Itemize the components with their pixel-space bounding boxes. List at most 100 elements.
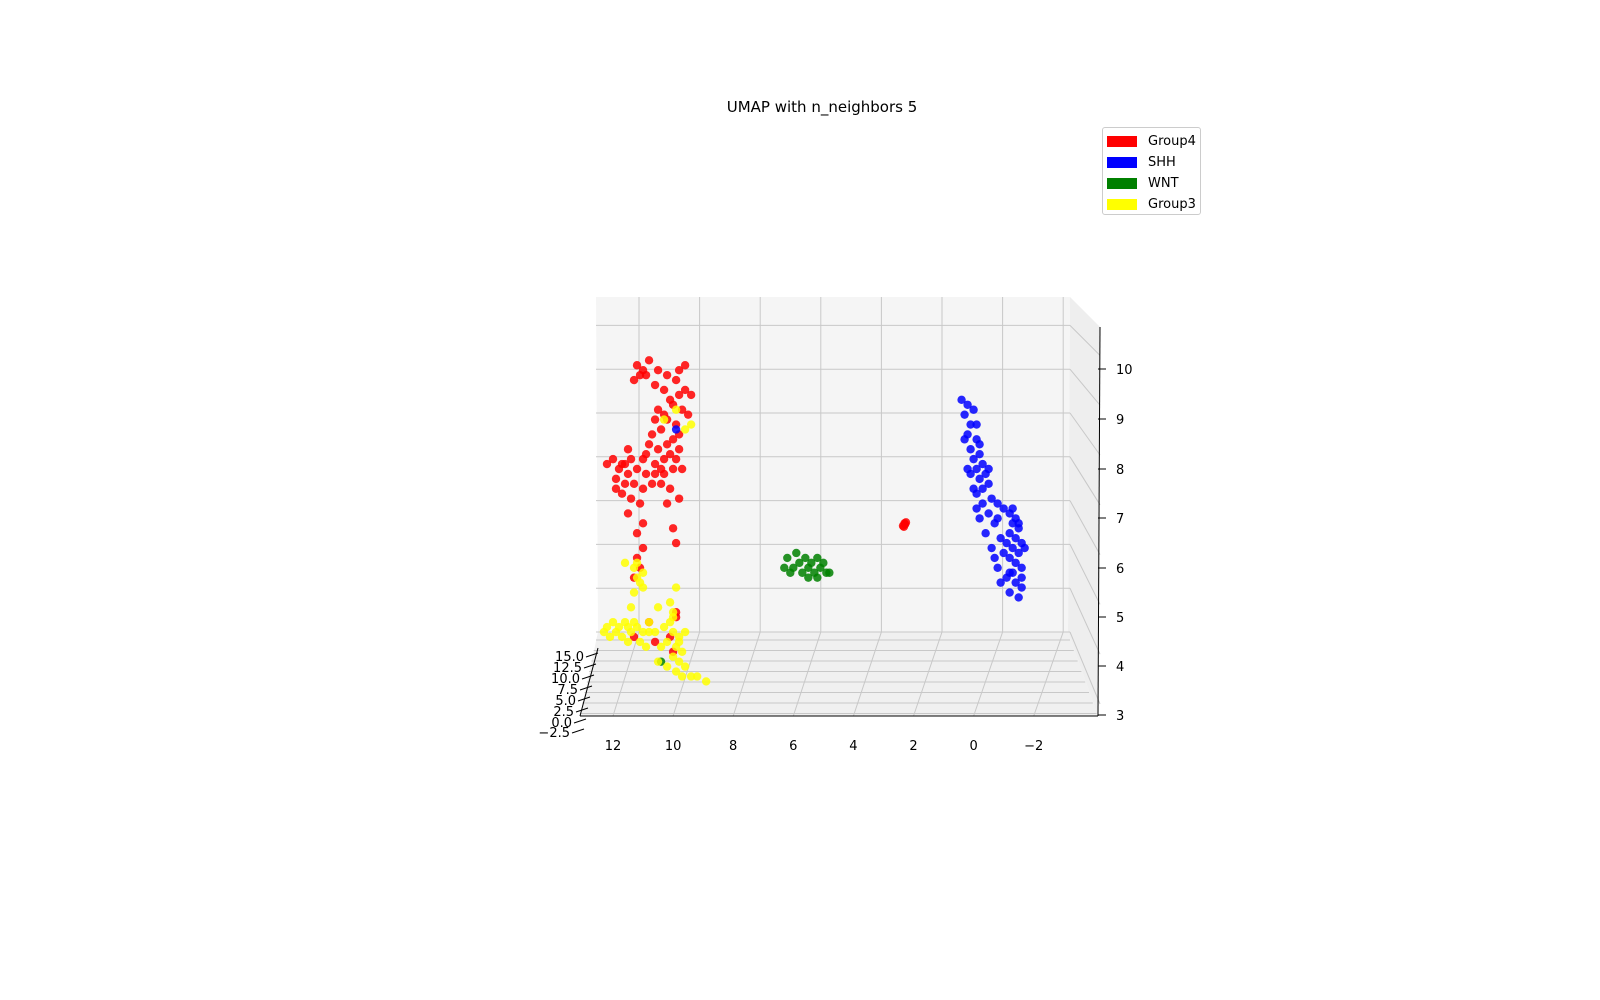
point-shh — [999, 548, 1008, 558]
series-group3 — [599, 405, 711, 686]
point-shh — [671, 425, 681, 434]
x-tick-label: −2 — [1024, 739, 1043, 754]
point-group4 — [656, 464, 666, 474]
point-group4 — [620, 459, 630, 469]
point-group4 — [653, 445, 663, 454]
floor-grid-line-x — [913, 631, 943, 717]
point-shh — [966, 445, 975, 454]
x-tick-label: 2 — [909, 739, 917, 754]
point-group4 — [653, 405, 663, 414]
grid-lines — [579, 297, 1101, 717]
point-group4 — [662, 499, 672, 508]
point-shh — [987, 543, 996, 553]
point-shh — [972, 420, 981, 429]
side-grid-line-z — [1069, 544, 1101, 605]
point-group4 — [650, 469, 660, 479]
y-axis-line — [579, 647, 599, 717]
y-tick-label: 0.0 — [551, 716, 572, 731]
point-shh — [990, 553, 999, 563]
point-shh — [1014, 593, 1023, 602]
point-shh — [978, 484, 987, 493]
point-group3 — [659, 415, 669, 424]
point-shh — [1005, 553, 1014, 563]
point-group3 — [665, 617, 675, 627]
y-tick-mark — [583, 663, 597, 669]
legend-swatch-group3 — [1107, 199, 1137, 210]
point-group3 — [608, 617, 618, 627]
point-group3 — [686, 672, 696, 681]
point-wnt — [813, 573, 822, 582]
chart-title: UMAP with n_neighbors 5 — [727, 98, 918, 117]
point-shh — [1008, 543, 1017, 553]
point-group3 — [605, 632, 615, 642]
point-group4 — [665, 484, 675, 493]
axes — [579, 326, 1101, 717]
point-group3 — [671, 405, 681, 414]
point-group3 — [692, 672, 702, 681]
point-group4 — [602, 459, 612, 469]
point-group4 — [665, 449, 675, 459]
point-shh — [987, 494, 996, 503]
point-group4 — [635, 370, 645, 380]
point-group4 — [668, 435, 678, 444]
point-wnt — [786, 568, 795, 577]
point-group3 — [674, 637, 684, 647]
legend-label-group3: Group3 — [1148, 197, 1196, 212]
legend: Group4 SHH WNT Group3 — [1102, 127, 1201, 215]
y-tick-label: −2.5 — [538, 726, 570, 741]
point-shh — [984, 464, 993, 474]
point-shh — [999, 504, 1008, 513]
point-group4 — [632, 464, 642, 474]
point-shh — [1011, 578, 1020, 587]
point-group4 — [650, 637, 660, 647]
point-group4 — [635, 499, 645, 508]
point-group4 — [644, 356, 654, 365]
point-group3 — [671, 583, 681, 592]
point-group4 — [659, 454, 669, 464]
floor-pane — [580, 632, 1098, 716]
point-group4 — [629, 375, 639, 385]
point-group4 — [614, 464, 624, 474]
point-shh — [1011, 558, 1020, 568]
point-group4 — [623, 509, 633, 518]
point-group3 — [668, 627, 678, 637]
point-group4 — [617, 489, 627, 498]
x-tick-label: 12 — [605, 739, 622, 754]
point-group3 — [662, 662, 672, 671]
point-wnt — [795, 558, 804, 568]
point-shh — [996, 578, 1005, 587]
y-tick-mark — [581, 674, 595, 680]
point-shh — [960, 410, 969, 419]
point-group4 — [647, 479, 657, 489]
point-group4 — [674, 445, 684, 454]
point-group4 — [671, 454, 681, 464]
point-group4 — [901, 518, 911, 527]
point-group3 — [638, 627, 648, 637]
point-wnt — [813, 553, 822, 563]
point-shh — [972, 464, 981, 474]
point-group4 — [656, 479, 666, 489]
point-group4 — [638, 484, 648, 493]
x-tick-label: 8 — [729, 739, 737, 754]
point-group3 — [632, 573, 642, 582]
point-group3 — [620, 558, 630, 568]
point-wnt — [783, 553, 792, 563]
point-shh — [1008, 519, 1017, 528]
y-tick-label: 10.0 — [551, 672, 580, 687]
point-group3 — [653, 657, 663, 666]
point-group3 — [671, 667, 681, 676]
legend-swatch-group4 — [1107, 136, 1137, 147]
y-tick-label: 2.5 — [553, 705, 574, 720]
point-group4 — [632, 361, 642, 370]
point-group4 — [650, 415, 660, 424]
z-tick-label: 10 — [1116, 363, 1133, 378]
point-group4 — [638, 519, 648, 528]
side-grid-line-z — [1069, 587, 1101, 655]
y-tick-labels: −2.50.02.55.07.510.012.515.0 — [538, 650, 599, 741]
point-wnt — [807, 558, 816, 568]
y-tick-mark — [573, 718, 587, 724]
point-group4 — [674, 366, 684, 375]
point-shh — [960, 435, 969, 444]
point-shh — [978, 499, 987, 508]
point-group4 — [644, 440, 654, 449]
